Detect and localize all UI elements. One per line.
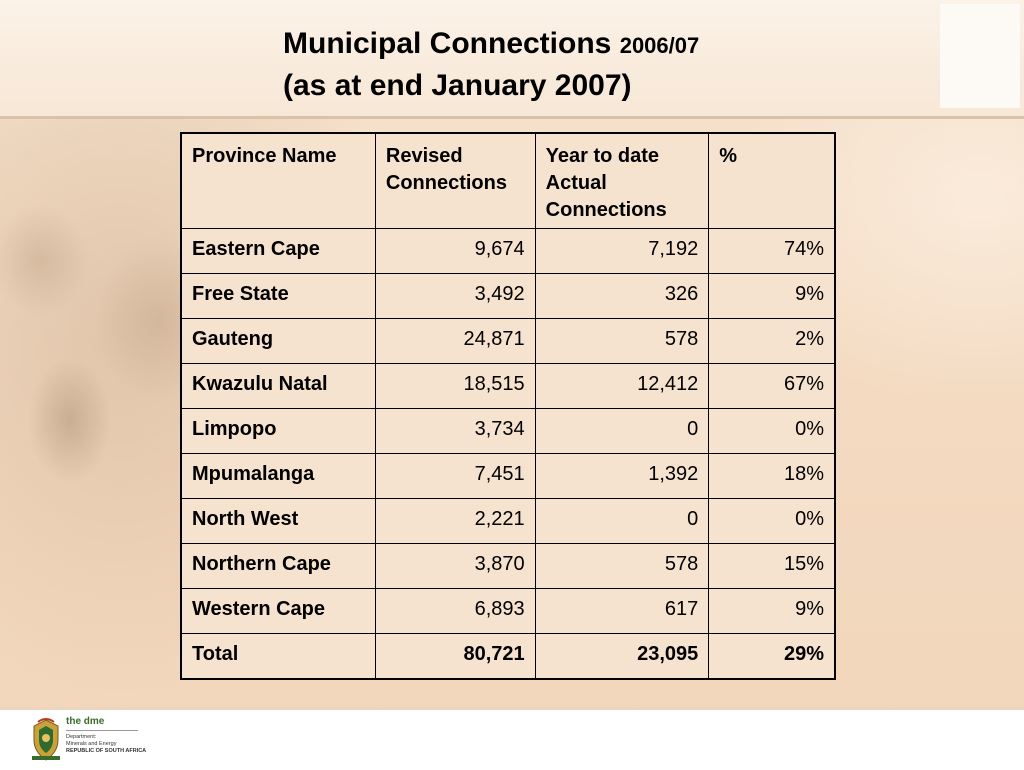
table-total-row: Total 80,721 23,095 29% (180, 633, 836, 679)
row-province: Eastern Cape (180, 228, 376, 274)
header-corner-panel (940, 4, 1020, 108)
connections-table: Province Name Revised Connections Year t… (180, 132, 836, 680)
row-province: Northern Cape (180, 543, 376, 589)
table-row: Limpopo 3,734 0 0% (180, 408, 836, 454)
table-row: Western Cape 6,893 617 9% (180, 588, 836, 634)
row-province: North West (180, 498, 376, 544)
total-label: Total (180, 633, 376, 679)
header-percent: % (708, 132, 836, 229)
total-percent: 29% (708, 633, 836, 679)
row-ytd: 578 (534, 543, 710, 589)
row-revised: 7,451 (374, 453, 536, 499)
row-percent: 2% (708, 318, 836, 364)
table-row: Mpumalanga 7,451 1,392 18% (180, 453, 836, 499)
row-province: Western Cape (180, 588, 376, 634)
row-ytd: 7,192 (534, 228, 710, 274)
row-revised: 24,871 (374, 318, 536, 364)
row-percent: 15% (708, 543, 836, 589)
row-ytd: 0 (534, 498, 710, 544)
title-line-1: Municipal Connections 2006/07 (283, 24, 883, 66)
logo-dept: Department: (66, 734, 97, 740)
total-ytd: 23,095 (534, 633, 710, 679)
row-revised: 6,893 (374, 588, 536, 634)
footer-bar (0, 708, 1024, 770)
logo-country: REPUBLIC OF SOUTH AFRICA (66, 748, 147, 754)
row-province: Mpumalanga (180, 453, 376, 499)
header-revised: Revised Connections (374, 132, 536, 229)
row-province: Limpopo (180, 408, 376, 454)
total-revised: 80,721 (374, 633, 536, 679)
title-main: Municipal Connections (283, 27, 612, 60)
header-divider (0, 116, 1024, 119)
row-percent: 0% (708, 498, 836, 544)
row-province: Kwazulu Natal (180, 363, 376, 409)
header-ytd: Year to date Actual Connections (534, 132, 710, 229)
title-line-2: (as at end January 2007) (283, 69, 632, 102)
row-ytd: 326 (534, 273, 710, 319)
row-revised: 3,870 (374, 543, 536, 589)
logo-text-block: the dme Department: Minerals and Energy … (66, 716, 146, 755)
row-ytd: 0 (534, 408, 710, 454)
slide-title: Municipal Connections 2006/07 (as at end… (283, 24, 883, 106)
dme-logo: the dme Department: Minerals and Energy … (28, 714, 148, 764)
header-band (0, 0, 1024, 116)
table-row: Free State 3,492 326 9% (180, 273, 836, 319)
row-province: Gauteng (180, 318, 376, 364)
row-percent: 18% (708, 453, 836, 499)
table-row: Eastern Cape 9,674 7,192 74% (180, 228, 836, 274)
row-percent: 0% (708, 408, 836, 454)
table-header-row: Province Name Revised Connections Year t… (180, 132, 836, 229)
row-percent: 9% (708, 588, 836, 634)
header-province: Province Name (180, 132, 376, 229)
row-ytd: 12,412 (534, 363, 710, 409)
row-revised: 9,674 (374, 228, 536, 274)
title-year: 2006/07 (619, 33, 700, 58)
row-revised: 3,492 (374, 273, 536, 319)
row-percent: 67% (708, 363, 836, 409)
table-row: Kwazulu Natal 18,515 12,412 67% (180, 363, 836, 409)
row-revised: 3,734 (374, 408, 536, 454)
row-revised: 18,515 (374, 363, 536, 409)
table-row: North West 2,221 0 0% (180, 498, 836, 544)
table-row: Northern Cape 3,870 578 15% (180, 543, 836, 589)
row-ytd: 617 (534, 588, 710, 634)
row-ytd: 578 (534, 318, 710, 364)
table-row: Gauteng 24,871 578 2% (180, 318, 836, 364)
logo-ministry: Minerals and Energy (66, 741, 117, 747)
row-ytd: 1,392 (534, 453, 710, 499)
logo-brand: the dme (66, 716, 105, 727)
coat-of-arms-icon (32, 718, 60, 761)
row-percent: 74% (708, 228, 836, 274)
row-revised: 2,221 (374, 498, 536, 544)
logo-rule (66, 730, 138, 731)
row-province: Free State (180, 273, 376, 319)
row-percent: 9% (708, 273, 836, 319)
